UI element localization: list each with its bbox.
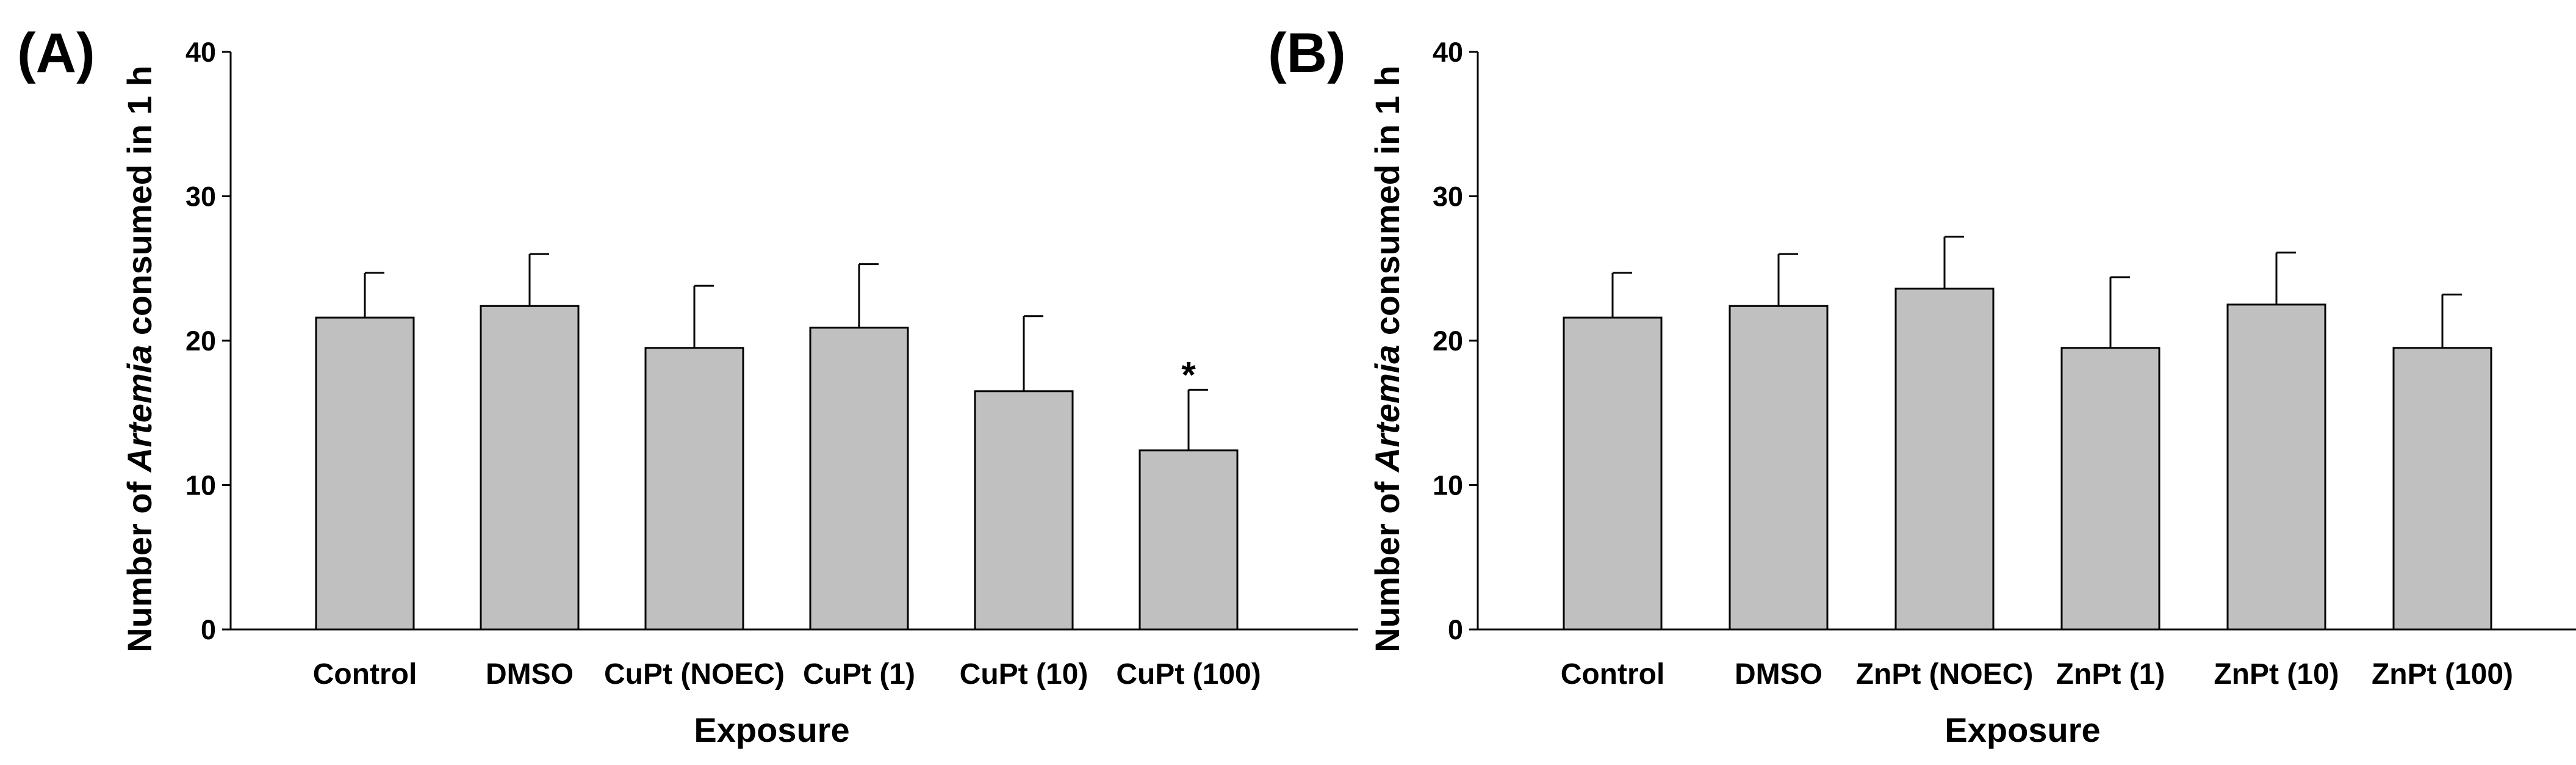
category-label: ZnPt (100) <box>2372 658 2513 691</box>
y-tick-label: 0 <box>201 614 216 645</box>
bar <box>315 316 415 631</box>
y-tick-label: 30 <box>1433 181 1463 212</box>
category-label: CuPt (100) <box>1116 658 1261 691</box>
bar <box>644 347 744 631</box>
x-axis-title: Exposure <box>694 711 849 749</box>
chart-panel-b: (B) 0 10 20 30 40 Control DMSO ZnPt (NOEC) ZnPt (… <box>1268 22 2576 749</box>
bar <box>1729 305 1829 631</box>
y-tick-label: 10 <box>185 470 216 501</box>
category-label: DMSO <box>1735 658 1822 691</box>
category-label: Control <box>1561 658 1665 691</box>
bar <box>974 390 1074 631</box>
category-label: DMSO <box>486 658 574 691</box>
y-tick-label: 0 <box>1448 614 1463 645</box>
y-tick-label: 20 <box>1433 325 1463 357</box>
panel-label: (B) <box>1268 22 1346 84</box>
bar <box>480 305 580 631</box>
y-axis-title: Number of Artemia consumed in 1 h <box>120 65 159 653</box>
bar <box>809 327 909 631</box>
bar <box>2392 347 2492 631</box>
significance-mark: * <box>1181 354 1196 395</box>
category-label: ZnPt (NOEC) <box>1856 658 2034 691</box>
y-axis-title-part: Number of <box>120 472 159 653</box>
y-axis-title-part: consumed in 1 h <box>1368 65 1406 344</box>
category-label: CuPt (NOEC) <box>604 658 785 691</box>
bar <box>1563 316 1663 631</box>
y-tick-label: 40 <box>185 37 216 68</box>
bar <box>1894 288 1995 631</box>
y-axis-title-italic: Artemia <box>120 345 159 474</box>
category-label: Control <box>313 658 417 691</box>
panel-label: (A) <box>17 22 95 84</box>
y-axis-title-part: Number of <box>1368 472 1406 653</box>
y-tick-label: 20 <box>185 325 216 357</box>
category-label: CuPt (1) <box>803 658 915 691</box>
category-label: CuPt (10) <box>960 658 1088 691</box>
bar <box>2060 347 2160 631</box>
category-label: ZnPt (10) <box>2214 658 2339 691</box>
bar <box>1139 449 1239 631</box>
chart-panel-a: (A) 0 10 20 30 40 Control DMSO CuPt (NOEC) CuPt (… <box>17 22 1358 749</box>
category-label: ZnPt (1) <box>2056 658 2165 691</box>
y-tick-label: 40 <box>1433 37 1463 68</box>
y-axis-title-italic: Artemia <box>1368 345 1406 474</box>
x-axis-title: Exposure <box>1945 711 2100 749</box>
y-tick-label: 30 <box>185 181 216 212</box>
y-axis-title-part: consumed in 1 h <box>120 65 159 344</box>
y-axis-title: Number of Artemia consumed in 1 h <box>1368 65 1406 653</box>
y-tick-label: 10 <box>1433 470 1463 501</box>
bar <box>2226 303 2326 631</box>
